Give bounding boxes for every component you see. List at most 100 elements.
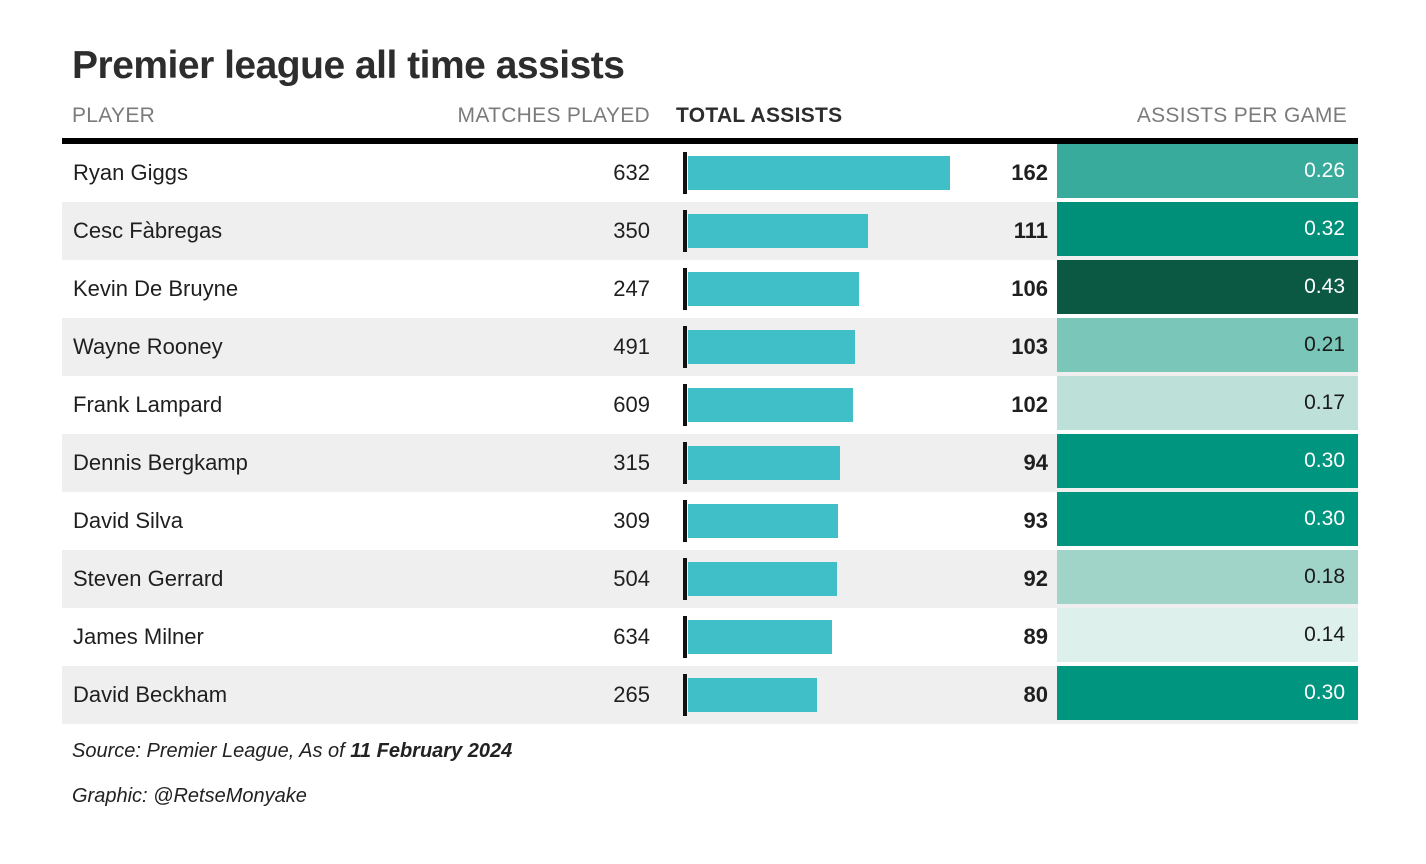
assists-per-game-cell: 0.21 [1057,318,1358,376]
source-line: Source: Premier League, As of 11 Februar… [72,740,1426,763]
assists-per-game-cell: 0.26 [1057,144,1358,202]
assists-bar [688,388,853,422]
bar-axis-tick [683,616,687,658]
assists-bar [688,214,868,248]
bar-axis-tick [683,210,687,252]
matches-played-value: 247 [613,276,650,301]
column-header-player: PLAYER [72,104,156,127]
table-row: Wayne Rooney 491 103 0.21 [62,318,1358,376]
matches-played-value: 315 [613,450,650,475]
bar-axis-tick [683,558,687,600]
column-header-total-assists: TOTAL ASSISTS [676,104,843,127]
bar-axis-tick [683,326,687,368]
total-assists-value: 89 [1023,624,1048,649]
matches-played-value: 504 [613,566,650,591]
matches-played-value: 632 [613,160,650,185]
assists-per-game-cell: 0.30 [1057,666,1358,724]
assists-per-game-value: 0.30 [1057,492,1358,546]
assists-per-game-cell: 0.32 [1057,202,1358,260]
assists-per-game-cell: 0.43 [1057,260,1358,318]
total-assists-value: 94 [1023,450,1048,475]
table-row: David Silva 309 93 0.30 [62,492,1358,550]
assists-per-game-value: 0.21 [1057,318,1358,372]
total-assists-value: 111 [1013,218,1048,243]
assists-bar [688,678,817,712]
header-rule [62,138,1358,144]
source-text: Source: Premier League, As of [72,740,351,762]
page-title: Premier league all time assists [72,44,625,87]
total-assists-value: 102 [1011,392,1048,417]
table-row: Ryan Giggs 632 162 0.26 [62,144,1358,202]
matches-played-value: 350 [613,218,650,243]
matches-played-value: 491 [613,334,650,359]
total-assists-value: 103 [1011,334,1048,359]
assists-per-game-cell: 0.30 [1057,434,1358,492]
credit-line: Graphic: @RetseMonyake [72,785,307,807]
total-assists-value: 106 [1011,276,1048,301]
bar-axis-tick [683,674,687,716]
assists-per-game-value: 0.30 [1057,666,1358,720]
table-row: Dennis Bergkamp 315 94 0.30 [62,434,1358,492]
table-row: Frank Lampard 609 102 0.17 [62,376,1358,434]
player-name: James Milner [73,624,204,649]
table-row: Cesc Fàbregas 350 111 0.32 [62,202,1358,260]
assists-per-game-value: 0.32 [1057,202,1358,256]
matches-played-value: 634 [613,624,650,649]
table-row: Steven Gerrard 504 92 0.18 [62,550,1358,608]
matches-played-value: 309 [613,508,650,533]
assists-per-game-value: 0.17 [1057,376,1358,430]
table-row: David Beckham 265 80 0.30 [62,666,1358,724]
assists-bar-cell [656,550,956,608]
assists-bar [688,330,855,364]
assists-bar-cell [656,144,956,202]
column-header-matches-played: MATCHES PLAYED [457,104,650,127]
assists-bar [688,446,840,480]
table-body: Ryan Giggs 632 162 0.26 Cesc Fàbregas 350 111 0… [62,144,1358,724]
total-assists-value: 80 [1023,682,1048,707]
table-header-row: PLAYER MATCHES PLAYED TOTAL ASSISTS ASSI… [62,104,1358,138]
assists-per-game-value: 0.43 [1057,260,1358,314]
assists-bar [688,504,838,538]
assists-per-game-value: 0.18 [1057,550,1358,604]
total-assists-value: 93 [1023,508,1048,533]
player-name: David Beckham [73,682,228,707]
table-row: James Milner 634 89 0.14 [62,608,1358,666]
assists-bar-cell [656,318,956,376]
bar-axis-tick [683,384,687,426]
assists-per-game-cell: 0.30 [1057,492,1358,550]
assists-table: PLAYER MATCHES PLAYED TOTAL ASSISTS ASSI… [62,104,1358,724]
assists-bar [688,620,832,654]
player-name: Steven Gerrard [73,566,224,591]
player-name: Dennis Bergkamp [73,450,248,475]
player-name: David Silva [73,508,184,533]
bar-axis-tick [683,500,687,542]
table-row: Kevin De Bruyne 247 106 0.43 [62,260,1358,318]
matches-played-value: 265 [613,682,650,707]
assists-bar [688,272,859,306]
assists-bar-cell [656,608,956,666]
bar-axis-tick [683,442,687,484]
assists-per-game-value: 0.30 [1057,434,1358,488]
assists-per-game-cell: 0.17 [1057,376,1358,434]
player-name: Cesc Fàbregas [73,218,223,243]
assists-bar-cell [656,376,956,434]
source-date: 11 February 2024 [350,740,513,762]
assists-bar-cell [656,666,956,724]
assists-bar-cell [656,434,956,492]
player-name: Ryan Giggs [73,160,188,185]
infographic: Premier league all time assists PLAYER M… [62,44,1426,808]
total-assists-value: 162 [1011,160,1048,185]
assists-per-game-cell: 0.18 [1057,550,1358,608]
column-header-assists-per-game: ASSISTS PER GAME [1136,104,1347,127]
player-name: Frank Lampard [73,392,223,417]
assists-bar-cell [656,260,956,318]
assists-per-game-cell: 0.14 [1057,608,1358,666]
assists-per-game-value: 0.14 [1057,608,1358,662]
assists-bar-cell [656,202,956,260]
assists-per-game-value: 0.26 [1057,144,1358,198]
bar-axis-tick [683,152,687,194]
assists-bar [688,562,837,596]
matches-played-value: 609 [613,392,650,417]
footer: Source: Premier League, As of 11 Februar… [72,740,1426,808]
player-name: Wayne Rooney [73,334,223,359]
